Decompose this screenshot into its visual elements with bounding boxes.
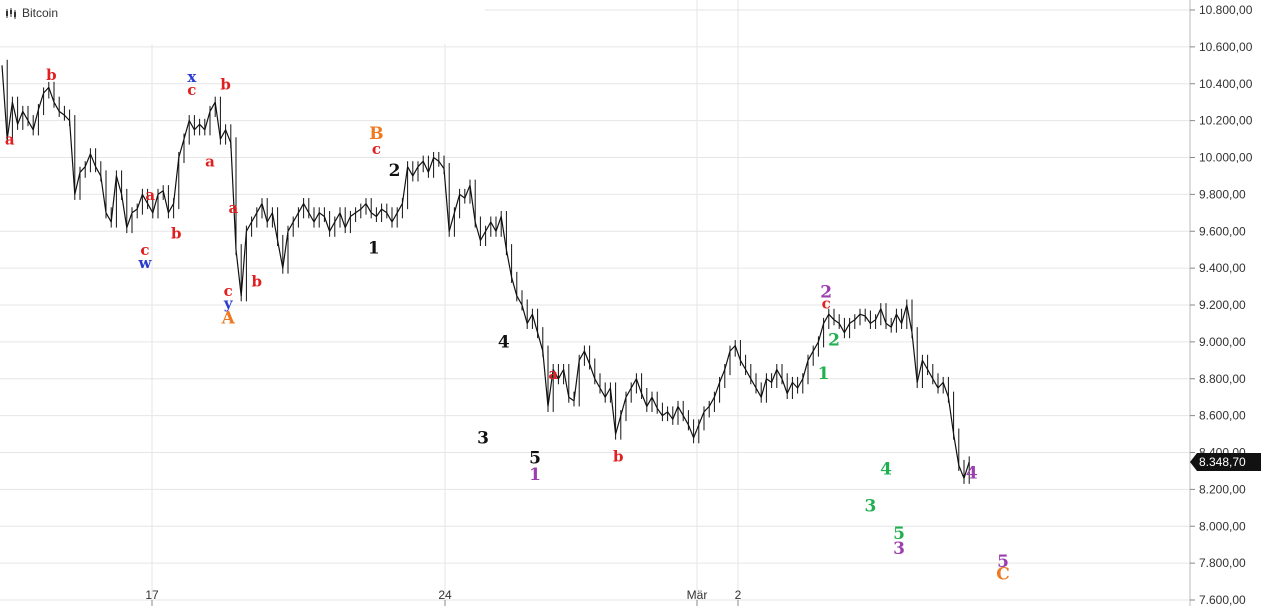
price-series xyxy=(1,59,970,484)
wave-label: B xyxy=(369,124,383,144)
wave-label: a xyxy=(5,131,15,149)
wave-label: c xyxy=(822,295,831,313)
wave-label: 2 xyxy=(389,161,401,181)
y-tick-label: 7.600,00 xyxy=(1199,593,1246,606)
x-tick-label: 24 xyxy=(438,588,452,602)
grid xyxy=(0,0,1190,601)
wave-label: c xyxy=(224,282,233,300)
y-tick-label: 7.800,00 xyxy=(1199,556,1246,570)
wave-label: c xyxy=(372,140,381,158)
wave-label: 3 xyxy=(477,428,489,448)
wave-label: 5 xyxy=(997,552,1009,572)
wave-label: b xyxy=(220,75,231,93)
y-tick-label: 9.800,00 xyxy=(1199,187,1246,201)
wave-label: c xyxy=(140,241,149,259)
x-tick-label: 17 xyxy=(145,588,159,602)
chart-title-group: Bitcoin xyxy=(0,0,485,44)
wave-label: b xyxy=(171,225,182,243)
wave-label: 5 xyxy=(893,524,905,544)
last-price-tag: 8.348,70 xyxy=(1190,452,1261,471)
wave-label: C xyxy=(996,565,1010,585)
wave-label: a xyxy=(205,153,215,171)
wave-label: c xyxy=(187,81,196,99)
y-tick-label: 10.400,00 xyxy=(1199,77,1253,91)
wave-label: 4 xyxy=(966,463,978,483)
x-tick-label: Mär xyxy=(687,588,708,602)
wave-label: a xyxy=(229,199,239,217)
wave-label: y xyxy=(223,295,234,313)
wave-label: x xyxy=(187,68,197,86)
y-tick-label: 9.600,00 xyxy=(1199,224,1246,238)
y-tick-label: 10.600,00 xyxy=(1199,40,1253,54)
wave-label: 2 xyxy=(820,283,832,303)
y-tick-label: 9.000,00 xyxy=(1199,335,1246,349)
x-axis: 17 24 Mär 2 xyxy=(145,588,742,606)
wave-label: A xyxy=(221,308,236,328)
wave-label: b xyxy=(613,448,624,466)
y-axis: 10.800,00 10.600,00 10.400,00 10.200,00 10.0… xyxy=(1189,0,1253,606)
wave-label: 5 xyxy=(529,449,541,469)
y-tick-label: 8.200,00 xyxy=(1199,482,1246,496)
y-tick-label: 10.200,00 xyxy=(1199,114,1253,128)
candlestick-icon xyxy=(6,8,16,19)
y-tick-label: 8.000,00 xyxy=(1199,519,1246,533)
wave-label: 2 xyxy=(828,331,840,351)
chart-title: Bitcoin xyxy=(22,6,58,20)
wave-label: b xyxy=(46,66,57,84)
wave-label: a xyxy=(548,365,558,383)
y-tick-label: 8.600,00 xyxy=(1199,409,1246,423)
last-price-marker xyxy=(1190,452,1261,471)
x-tick-label: 2 xyxy=(735,588,742,602)
last-price-label: 8.348,70 xyxy=(1199,455,1246,469)
wave-label: 4 xyxy=(880,460,892,480)
wave-label: 3 xyxy=(893,539,905,559)
title-background xyxy=(0,0,485,44)
wave-label: b xyxy=(252,273,263,291)
y-tick-label: 9.400,00 xyxy=(1199,261,1246,275)
wave-label: 1 xyxy=(818,364,830,384)
wave-label: 4 xyxy=(498,332,510,352)
wave-label: w xyxy=(138,254,153,272)
y-tick-label: 10.000,00 xyxy=(1199,151,1253,165)
wave-label: 3 xyxy=(864,497,876,517)
y-tick-label: 9.200,00 xyxy=(1199,298,1246,312)
wave-label: 1 xyxy=(529,465,541,485)
wave-label: 1 xyxy=(368,238,380,258)
wave-label: a xyxy=(145,186,155,204)
y-tick-label: 10.800,00 xyxy=(1199,3,1253,17)
y-tick-label: 8.800,00 xyxy=(1199,372,1246,386)
